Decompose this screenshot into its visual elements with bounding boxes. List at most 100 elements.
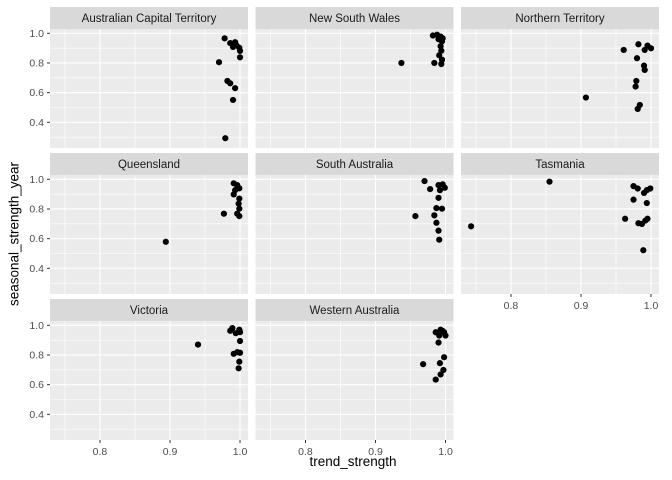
data-point <box>236 195 243 202</box>
facet-strip <box>461 153 659 175</box>
data-point <box>412 213 419 220</box>
data-point <box>235 200 242 207</box>
data-point <box>641 46 648 54</box>
y-tick-label: 1.0 <box>29 28 44 40</box>
data-point <box>644 215 651 222</box>
data-point <box>647 45 655 52</box>
data-point <box>433 204 440 212</box>
x-tick-label: 0.9 <box>574 300 589 312</box>
x-tick-label: 0.9 <box>368 446 383 458</box>
facet-strip-label: Tasmania <box>535 159 585 171</box>
x-axis-title: trend_strength <box>309 454 397 469</box>
data-point <box>236 358 243 365</box>
data-point <box>194 341 202 348</box>
x-tick-label: 1.0 <box>233 446 248 458</box>
data-point <box>634 105 641 113</box>
y-tick-label: 0.4 <box>29 117 44 129</box>
data-point <box>236 349 244 356</box>
facet-panel <box>50 29 248 148</box>
data-point <box>232 330 239 337</box>
data-point <box>222 135 229 142</box>
data-point <box>432 376 439 383</box>
data-point <box>546 178 553 185</box>
x-tick-label: 0.8 <box>504 300 519 312</box>
data-point <box>236 213 243 220</box>
data-point <box>435 227 442 234</box>
y-tick-label: 0.6 <box>29 87 44 99</box>
data-point <box>427 185 434 193</box>
facet-strip <box>255 153 454 175</box>
data-point <box>630 196 637 203</box>
y-tick-label: 0.6 <box>29 379 44 391</box>
data-point <box>641 66 648 74</box>
data-point <box>620 46 627 54</box>
data-point <box>229 43 237 51</box>
data-point <box>436 236 443 243</box>
data-point <box>229 96 237 104</box>
data-point <box>220 210 228 217</box>
data-point <box>236 205 243 212</box>
x-tick-label: 0.8 <box>298 446 313 458</box>
data-point <box>436 52 443 59</box>
data-point <box>640 189 648 197</box>
data-point <box>633 55 641 62</box>
data-point <box>215 59 223 66</box>
data-point <box>441 184 448 191</box>
data-point <box>582 94 590 101</box>
data-point <box>438 38 446 45</box>
y-tick-label: 1.0 <box>29 174 44 186</box>
facet-panel <box>255 29 454 148</box>
facet-panel <box>461 29 659 148</box>
data-point <box>433 219 440 226</box>
facet-panel <box>50 175 248 294</box>
data-point <box>235 365 242 372</box>
data-point <box>632 83 639 90</box>
data-point <box>438 60 445 68</box>
data-point <box>438 205 446 212</box>
facet-strip <box>461 7 659 29</box>
data-point <box>633 77 640 85</box>
facet-panel <box>461 175 659 294</box>
data-point <box>230 191 237 198</box>
data-point <box>236 337 244 345</box>
data-point <box>437 371 444 378</box>
data-point <box>635 41 642 48</box>
y-tick-label: 0.8 <box>29 349 44 361</box>
data-point <box>442 332 449 339</box>
facet-strip-label: Northern Territory <box>515 13 605 25</box>
data-point <box>435 194 442 201</box>
y-tick-label: 0.4 <box>29 409 44 421</box>
data-point <box>227 80 234 87</box>
data-point <box>441 354 448 361</box>
data-point <box>431 59 438 67</box>
data-point <box>230 350 237 357</box>
data-point <box>435 339 442 346</box>
facet-strip-label: South Australia <box>316 159 394 171</box>
facet-strip-label: New South Wales <box>309 13 400 25</box>
facet-strip-label: Western Australia <box>310 305 401 317</box>
data-point <box>236 47 244 55</box>
x-tick-label: 0.9 <box>163 446 178 458</box>
facet-strip-label: Australian Capital Territory <box>82 13 217 25</box>
facet-panel <box>255 175 454 294</box>
data-point <box>162 238 169 245</box>
facet-strip <box>50 153 248 175</box>
data-point <box>643 199 650 207</box>
data-point <box>634 185 641 192</box>
x-tick-label: 1.0 <box>438 446 453 458</box>
facet-strip <box>50 7 248 29</box>
facet-strip-label: Victoria <box>130 305 169 317</box>
y-tick-label: 0.8 <box>29 57 44 69</box>
y-tick-label: 0.4 <box>29 263 44 275</box>
data-point <box>431 212 438 219</box>
data-point <box>436 187 444 194</box>
x-tick-label: 1.0 <box>644 300 659 312</box>
data-point <box>640 247 647 254</box>
x-tick-label: 0.8 <box>93 446 108 458</box>
y-tick-label: 0.8 <box>29 203 44 215</box>
data-point <box>420 361 427 368</box>
data-point <box>221 35 228 42</box>
data-point <box>236 54 244 61</box>
